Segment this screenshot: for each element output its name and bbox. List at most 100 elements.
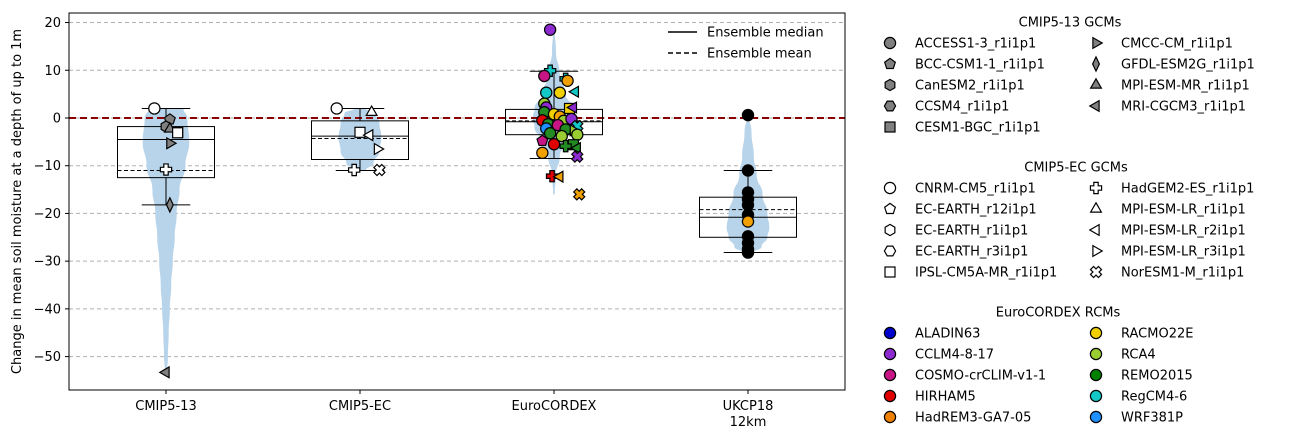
data-point bbox=[553, 86, 567, 99]
x-tick-label: EuroCORDEX bbox=[512, 399, 597, 414]
legend-label: Ensemble median bbox=[707, 26, 824, 41]
data-point bbox=[547, 138, 561, 151]
legend-marker bbox=[883, 347, 897, 361]
data-point bbox=[330, 102, 343, 115]
legend-item-label: EC-EARTH_r3i1p1 bbox=[915, 245, 1028, 260]
y-tick-label: 10 bbox=[44, 64, 61, 79]
legend-item-label: RegCM4-6 bbox=[1121, 390, 1187, 405]
legend-label: Ensemble mean bbox=[707, 47, 812, 62]
model-legend: CMIP5-13 GCMs ACCESS1-3_r1i1p1 BCC-CSM1-1_… bbox=[883, 16, 1255, 426]
data-point bbox=[545, 170, 559, 183]
legend-item-label: COSMO-crCLIM-v1-1 bbox=[915, 369, 1046, 384]
model-points bbox=[148, 23, 755, 379]
legend-item-label: MPI-ESM-LR_r3i1p1 bbox=[1121, 245, 1246, 260]
legend-marker bbox=[883, 410, 897, 424]
legend-marker bbox=[1089, 410, 1103, 424]
legend-item-label: EC-EARTH_r1i1p1 bbox=[915, 224, 1028, 239]
legend-item-label: HIRHAM5 bbox=[915, 390, 976, 405]
legend-item-label: REMO2015 bbox=[1121, 369, 1193, 384]
legend-marker bbox=[884, 266, 896, 278]
legend-item-label: HadREM3-GA7-05 bbox=[915, 411, 1031, 426]
y-tick-label: −30 bbox=[34, 255, 61, 270]
data-point bbox=[373, 163, 386, 177]
legend-marker bbox=[883, 202, 897, 215]
legend-marker bbox=[1091, 55, 1101, 73]
data-point bbox=[172, 127, 184, 139]
legend-item-label: BCC-CSM1-1_r1i1p1 bbox=[915, 58, 1045, 73]
data-point bbox=[741, 246, 755, 259]
data-point bbox=[543, 23, 557, 36]
data-point bbox=[166, 136, 178, 150]
legend-marker bbox=[883, 326, 897, 340]
legend-section-title: CMIP5-13 GCMs bbox=[1019, 16, 1122, 31]
data-point bbox=[362, 128, 374, 142]
data-point bbox=[159, 163, 173, 176]
grid-lines bbox=[69, 22, 845, 358]
data-point bbox=[569, 141, 581, 155]
legend-item-label: CESM1-BGC_r1i1p1 bbox=[915, 121, 1041, 136]
legend-item-label: CCLM4-8-17 bbox=[915, 348, 994, 363]
legend-marker bbox=[883, 368, 897, 382]
data-point bbox=[540, 86, 553, 99]
x-tick-label-line2: 12km bbox=[730, 415, 767, 430]
legend-item-label: EC-EARTH_r12i1p1 bbox=[915, 203, 1037, 218]
legend-marker bbox=[884, 78, 896, 92]
legend-marker bbox=[1089, 389, 1103, 403]
x-tick-label: CMIP5-EC bbox=[329, 399, 391, 414]
legend-item-label: MPI-ESM-LR_r2i1p1 bbox=[1121, 224, 1246, 239]
data-point bbox=[536, 146, 549, 160]
data-point bbox=[741, 108, 755, 122]
legend-marker bbox=[883, 36, 897, 50]
data-point bbox=[354, 126, 366, 138]
legend-marker bbox=[883, 245, 897, 257]
axes: 20 10 0 −10 −20 −30 −40 −50 CMIP5-13 CMIP5-EC Euro… bbox=[10, 12, 846, 430]
legend-marker bbox=[1089, 181, 1103, 195]
legend-section-title: EuroCORDEX RCMs bbox=[996, 306, 1121, 321]
legend-item-label: CanESM2_r1i1p1 bbox=[915, 79, 1025, 94]
legend-item-label: CCSM4_r1i1p1 bbox=[915, 100, 1009, 115]
legend-item-label: MRI-CGCM3_r1i1p1 bbox=[1121, 100, 1246, 115]
legend-marker bbox=[1089, 326, 1103, 340]
data-point bbox=[567, 85, 580, 99]
legend-section-title: CMIP5-EC GCMs bbox=[1024, 161, 1128, 176]
plot-frame bbox=[68, 12, 846, 391]
violin-1 bbox=[338, 108, 382, 171]
data-point bbox=[365, 104, 379, 116]
legend-marker bbox=[1089, 368, 1103, 382]
data-point bbox=[148, 102, 161, 115]
legend-marker bbox=[1089, 77, 1103, 89]
data-point bbox=[347, 163, 361, 177]
data-point bbox=[559, 139, 572, 153]
data-point bbox=[572, 187, 586, 201]
legend-section-0: CMIP5-13 GCMs ACCESS1-3_r1i1p1 BCC-CSM1-1_… bbox=[883, 16, 1255, 136]
legend-marker bbox=[883, 100, 897, 112]
legend-marker bbox=[884, 223, 896, 237]
x-tick-label: UKCP18 bbox=[723, 399, 774, 414]
y-tick-label: 0 bbox=[53, 111, 61, 126]
legend-section-2: EuroCORDEX RCMs ALADIN63 CCLM4-8-17 COSMO-c… bbox=[883, 306, 1193, 426]
y-tick-label: −10 bbox=[34, 159, 61, 174]
data-point bbox=[165, 196, 174, 214]
ensemble-legend: Ensemble median Ensemble mean bbox=[668, 26, 824, 62]
legend-marker bbox=[1089, 347, 1103, 361]
legend-item-label: HadGEM2-ES_r1i1p1 bbox=[1121, 182, 1254, 197]
data-point bbox=[741, 164, 755, 177]
legend-item-label: CMCC-CM_r1i1p1 bbox=[1121, 37, 1233, 52]
legend-item-label: MPI-ESM-MR_r1i1p1 bbox=[1121, 79, 1250, 94]
legend-item-label: RACMO22E bbox=[1121, 327, 1193, 342]
legend-marker bbox=[883, 181, 897, 195]
x-tick-label: CMIP5-13 bbox=[135, 399, 196, 414]
y-tick-label: 20 bbox=[44, 16, 61, 31]
data-point bbox=[555, 129, 568, 143]
data-point bbox=[538, 69, 551, 83]
legend-item-label: CNRM-CM5_r1i1p1 bbox=[915, 182, 1036, 197]
legend-marker bbox=[1088, 99, 1100, 113]
violin-0 bbox=[142, 108, 190, 374]
legend-item-label: MPI-ESM-LR_r1i1p1 bbox=[1121, 203, 1246, 218]
legend-item-label: RCA4 bbox=[1121, 348, 1156, 363]
legend-section-1: CMIP5-EC GCMs CNRM-CM5_r1i1p1 EC-EARTH_r12… bbox=[883, 161, 1254, 281]
legend-marker bbox=[883, 389, 897, 403]
data-point bbox=[741, 215, 755, 228]
boxplots bbox=[117, 70, 797, 254]
